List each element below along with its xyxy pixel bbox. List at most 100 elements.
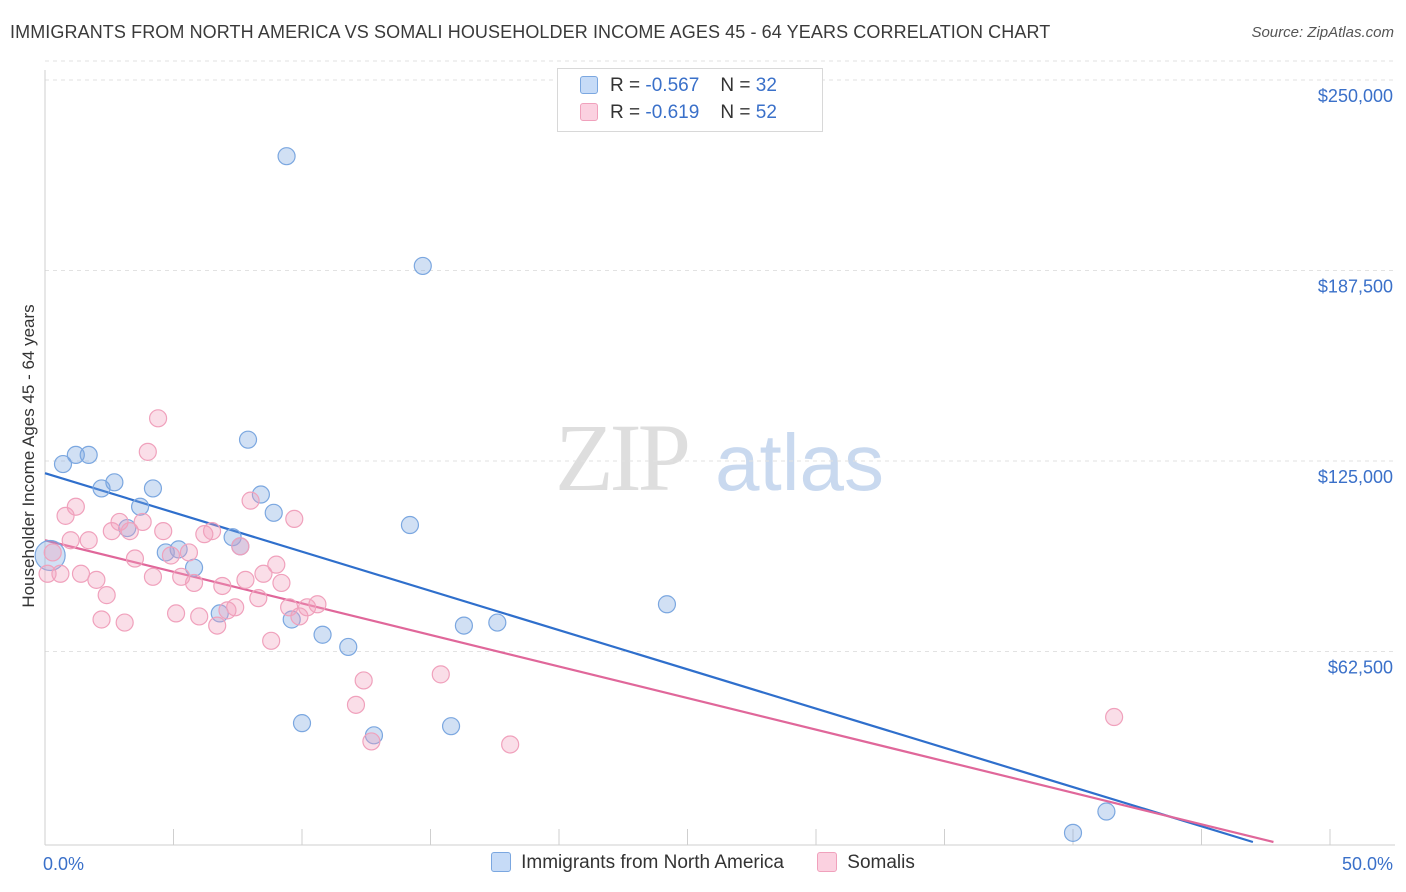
point-north-america	[130, 497, 150, 516]
point-north-america	[238, 430, 258, 449]
point-somalis	[236, 570, 255, 589]
x-tick-label-min: 0.0%	[43, 854, 84, 874]
point-somalis	[285, 509, 304, 529]
point-north-america	[413, 256, 432, 276]
legend-row-north-america: R = -0.567 N = 32	[580, 75, 777, 99]
point-somalis	[43, 543, 62, 562]
legend-swatch-somalis	[817, 852, 838, 872]
point-somalis	[102, 522, 121, 541]
point-somalis	[56, 506, 75, 525]
point-somalis	[138, 442, 157, 461]
legend-label-north-america: Immigrants from North America	[521, 852, 785, 873]
point-north-america	[53, 454, 73, 474]
point-north-america	[441, 717, 461, 736]
point-somalis	[280, 598, 299, 617]
y-tick-label: $62,500	[1328, 658, 1393, 678]
point-north-america	[105, 473, 124, 492]
legend-item-somalis: Somalis	[817, 852, 915, 874]
point-somalis	[92, 610, 111, 629]
point-somalis	[115, 613, 134, 632]
stats-legend: R = -0.567 N = 32 R = -0.619 N = 52	[557, 68, 823, 132]
point-north-america	[454, 616, 474, 635]
legend-r-label: R =	[610, 102, 641, 123]
legend-item-north-america: Immigrants from North America	[491, 852, 784, 874]
point-north-america	[1097, 802, 1116, 821]
point-somalis	[161, 546, 181, 565]
point-somalis	[110, 512, 129, 532]
point-somalis	[120, 522, 139, 541]
point-north-america	[339, 637, 358, 657]
point-somalis	[190, 607, 209, 626]
point-somalis	[38, 564, 57, 583]
x-tick-labels: 0.0% 50.0%	[43, 854, 1393, 874]
data-points	[34, 147, 1124, 842]
legend-r-value: -0.619	[645, 102, 700, 123]
point-north-america	[143, 479, 163, 498]
legend-row-somalis: R = -0.619 N = 52	[580, 102, 777, 126]
point-somalis	[61, 531, 80, 550]
point-somalis	[290, 607, 309, 626]
legend-swatch-north-america	[491, 852, 512, 872]
point-north-america	[1063, 823, 1083, 842]
source-label: Source: ZipAtlas.com	[1251, 24, 1394, 41]
point-north-america	[264, 503, 283, 522]
point-north-america	[34, 539, 66, 572]
axes	[44, 70, 1395, 846]
point-somalis	[97, 586, 116, 605]
y-axis-label: Householder Income Ages 45 - 64 years	[19, 304, 38, 607]
point-somalis	[71, 564, 91, 583]
point-somalis	[354, 671, 373, 690]
series-legend: Immigrants from North America Somalis	[0, 852, 1406, 874]
point-north-america	[292, 714, 312, 733]
legend-swatch-north-america	[580, 76, 598, 94]
y-tick-label: $187,500	[1318, 277, 1393, 297]
y-tick-label: $250,000	[1318, 86, 1393, 106]
point-somalis	[231, 537, 250, 556]
point-somalis	[133, 512, 152, 532]
point-somalis	[362, 732, 381, 751]
point-somalis	[208, 616, 227, 635]
point-somalis	[148, 409, 168, 428]
chart-title: IMMIGRANTS FROM NORTH AMERICA VS SOMALI …	[10, 22, 1051, 42]
y-tick-label: $125,000	[1318, 467, 1393, 487]
point-somalis	[272, 573, 291, 593]
point-north-america	[66, 445, 85, 465]
watermark-atlas: atlas	[715, 418, 884, 507]
legend-swatch-somalis	[580, 103, 598, 121]
point-somalis	[431, 665, 450, 684]
point-somalis	[154, 522, 173, 541]
legend-n-label: N =	[720, 102, 751, 123]
point-north-america	[400, 515, 420, 535]
point-somalis	[213, 576, 232, 596]
point-somalis	[308, 595, 327, 614]
point-somalis	[66, 497, 85, 516]
point-somalis	[125, 549, 145, 568]
trend-lines	[44, 472, 1274, 844]
point-north-america	[657, 595, 677, 614]
point-somalis	[143, 567, 163, 586]
point-north-america	[313, 625, 332, 644]
x-tick-label-max: 50.0%	[1342, 854, 1393, 874]
trend-line-somalis	[44, 539, 1274, 844]
point-somalis	[166, 604, 186, 623]
point-somalis	[298, 598, 317, 617]
point-north-america	[223, 528, 242, 547]
point-somalis	[267, 555, 286, 574]
point-somalis	[346, 695, 366, 714]
watermark-zip: ZIP	[555, 404, 688, 511]
point-somalis	[51, 564, 70, 583]
trend-line-north-america	[44, 472, 1254, 844]
point-somalis	[254, 564, 273, 583]
legend-n-label: N =	[720, 75, 751, 96]
point-somalis	[79, 531, 98, 550]
watermark: ZIP atlas	[555, 404, 884, 511]
legend-r-value: -0.567	[645, 75, 700, 96]
point-north-america	[488, 613, 507, 632]
point-somalis	[184, 573, 204, 593]
legend-n-value: 52	[755, 102, 777, 123]
point-north-america	[277, 147, 296, 166]
point-somalis	[1105, 707, 1124, 727]
point-somalis	[87, 570, 106, 589]
gridlines	[45, 60, 1395, 652]
